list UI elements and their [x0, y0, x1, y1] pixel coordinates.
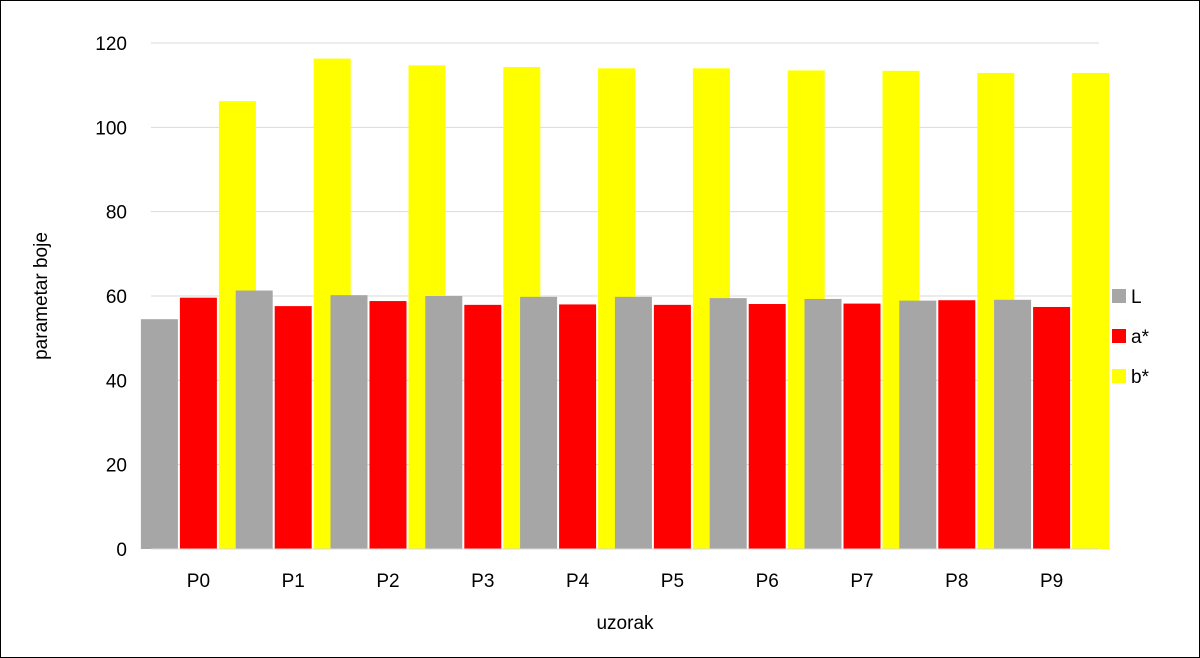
bar-L-P4	[520, 297, 557, 549]
bar-L-P1	[236, 291, 273, 549]
bars	[141, 59, 1109, 549]
legend-swatch	[1112, 289, 1126, 303]
x-tick-label: P3	[471, 571, 494, 592]
legend: La* b*	[1112, 287, 1150, 388]
bar-L-P5	[615, 297, 652, 549]
y-tick-label: 80	[106, 203, 127, 224]
y-tick-label: 60	[106, 287, 127, 308]
legend-label: a*	[1131, 327, 1150, 348]
x-tick-label: P0	[187, 571, 210, 592]
x-tick-label: P1	[282, 571, 305, 592]
bar-L-P2	[331, 295, 368, 549]
bar-astar-P6	[749, 304, 786, 549]
x-tick-label: P7	[850, 571, 873, 592]
legend-label: L	[1131, 287, 1142, 308]
bar-astar-P2	[370, 301, 407, 549]
x-tick-label: P4	[566, 571, 590, 592]
bar-astar-P3	[464, 305, 501, 549]
y-tick-label: 20	[106, 456, 127, 477]
bar-L-P3	[425, 296, 462, 549]
bar-L-P9	[994, 300, 1031, 549]
x-tick-label: P2	[376, 571, 399, 592]
x-axis-ticks: P0 P1 P2 P3 P4 P5 P6 P7 P8 P9	[187, 571, 1063, 592]
bar-L-P0	[141, 319, 178, 549]
legend-swatch	[1112, 369, 1126, 383]
bar-astar-P5	[654, 305, 691, 549]
bar-L-P7	[805, 299, 842, 549]
bar-astar-P8	[938, 300, 975, 549]
y-tick-label: 40	[106, 371, 127, 392]
bar-L-P6	[710, 298, 747, 549]
x-axis-title: uzorak	[596, 613, 654, 634]
y-tick-label: 0	[116, 540, 127, 561]
y-tick-label: 120	[95, 34, 127, 55]
bar-astar-P0	[180, 298, 217, 549]
legend-swatch	[1112, 329, 1126, 343]
bar-astar-P4	[559, 304, 596, 549]
y-axis-title: parametar boje	[31, 232, 52, 360]
bar-L-P8	[899, 301, 936, 549]
y-tick-label: 100	[95, 118, 127, 139]
bar-astar-P7	[844, 304, 881, 549]
bar-astar-P1	[275, 306, 312, 549]
legend-label: b*	[1131, 367, 1150, 388]
x-tick-label: P5	[661, 571, 684, 592]
x-tick-label: P8	[945, 571, 968, 592]
bar-astar-P9	[1033, 307, 1070, 549]
bar-bstar-P9	[1072, 73, 1109, 549]
x-tick-label: P6	[756, 571, 779, 592]
x-tick-label: P9	[1040, 571, 1063, 592]
y-axis-ticks: 0 20 40 60 80 100 120	[95, 34, 127, 561]
